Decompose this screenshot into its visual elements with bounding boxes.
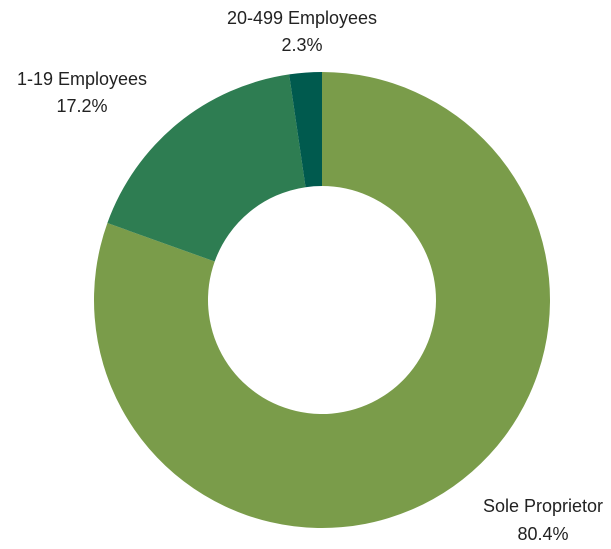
slice-label: 20-499 Employees: [227, 8, 377, 28]
slice-value-label: 17.2%: [56, 96, 107, 116]
slices-group: [93, 72, 550, 528]
slice-label: Sole Proprietor: [483, 496, 603, 516]
slice-20-499-employees: [289, 72, 322, 188]
slice-label: 1-19 Employees: [17, 69, 147, 89]
slice-value-label: 80.4%: [517, 524, 568, 544]
slice-value-label: 2.3%: [281, 35, 322, 55]
slice-1-19-employees: [107, 74, 306, 262]
slice-sole-proprietor: [93, 72, 550, 528]
labels-group: Sole Proprietor 80.4% 1-19 Employees 17.2% 2…: [17, 8, 603, 544]
